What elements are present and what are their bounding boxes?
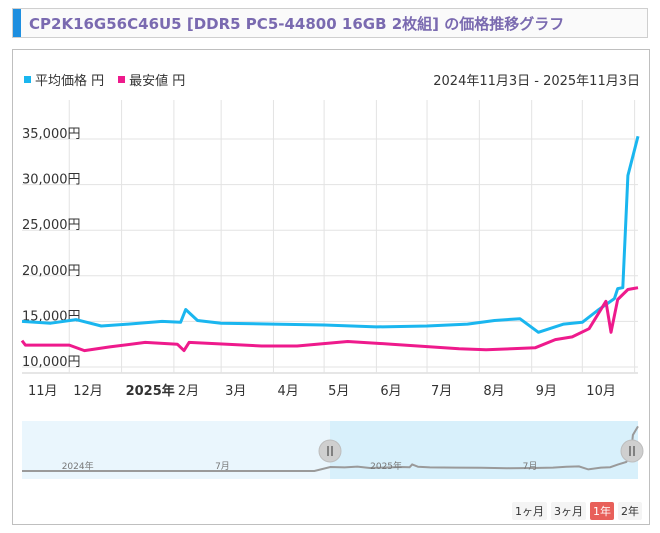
legend-label-avg: 平均価格 円 [35, 74, 105, 89]
range-button-2y[interactable]: 2年 [618, 502, 642, 520]
legend-swatch-avg [24, 76, 31, 83]
date-range: 2024年11月3日 - 2025年11月3日 [433, 74, 640, 89]
range-buttons: 1ヶ月 3ヶ月 1年 2年 [512, 502, 642, 520]
legend-item-avg[interactable]: 平均価格 円 [24, 70, 104, 89]
chart-panel [12, 49, 650, 525]
legend-label-min: 最安値 円 [129, 74, 186, 89]
title-bar: CP2K16G56C46U5 [DDR5 PC5-44800 16GB 2枚組]… [12, 8, 648, 38]
page-title: CP2K16G56C46U5 [DDR5 PC5-44800 16GB 2枚組]… [29, 15, 565, 33]
range-button-1y[interactable]: 1年 [590, 502, 614, 520]
range-button-1m[interactable]: 1ヶ月 [512, 502, 547, 520]
legend-item-min[interactable]: 最安値 円 [118, 70, 185, 89]
legend: 平均価格 円 最安値 円 [24, 70, 185, 89]
legend-swatch-min [118, 76, 126, 83]
range-button-3m[interactable]: 3ヶ月 [551, 502, 586, 520]
title-accent-bar [13, 9, 21, 37]
